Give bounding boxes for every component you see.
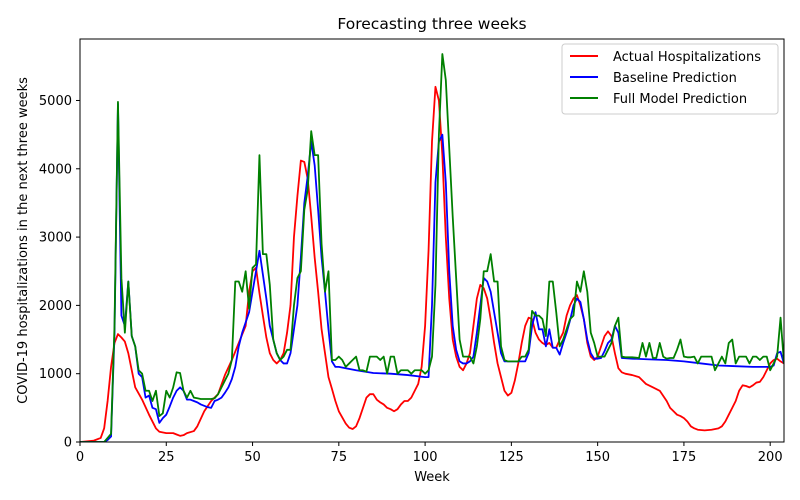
x-tick-label: 200 [758,450,783,465]
x-tick-label: 100 [413,450,438,465]
x-axis-ticks: 0 25 50 75 100 125 150 175 200 [76,442,783,465]
legend-label-baseline: Baseline Prediction [613,71,737,86]
x-tick-label: 175 [672,450,697,465]
series-line-baseline-prediction [80,102,784,442]
chart-title: Forecasting three weeks [337,15,526,33]
series-layer [80,53,784,442]
legend-label-actual: Actual Hospitalizations [613,50,761,65]
x-tick-label: 25 [158,450,175,465]
x-tick-label: 150 [585,450,610,465]
x-tick-label: 75 [331,450,348,465]
legend: Actual Hospitalizations Baseline Predict… [561,43,779,115]
y-tick-label: 5000 [39,94,72,109]
x-tick-label: 0 [76,450,84,465]
y-tick-label: 2000 [39,299,72,314]
y-axis-label: COVID-19 hospitalizations in the next th… [16,77,31,404]
y-tick-label: 0 [64,436,72,451]
legend-box [561,43,779,115]
y-tick-label: 1000 [39,367,72,382]
y-axis-ticks: 0 1000 2000 3000 4000 5000 [39,94,80,451]
plot-frame [79,38,785,443]
x-tick-label: 50 [244,450,261,465]
series-line-actual-hospitalizations [80,85,784,442]
series-line-full-model-prediction [80,53,784,442]
y-tick-label: 4000 [39,162,72,177]
x-axis-label: Week [414,470,450,485]
x-tick-label: 125 [499,450,524,465]
legend-label-full-model: Full Model Prediction [613,92,747,107]
y-tick-label: 3000 [39,231,72,246]
